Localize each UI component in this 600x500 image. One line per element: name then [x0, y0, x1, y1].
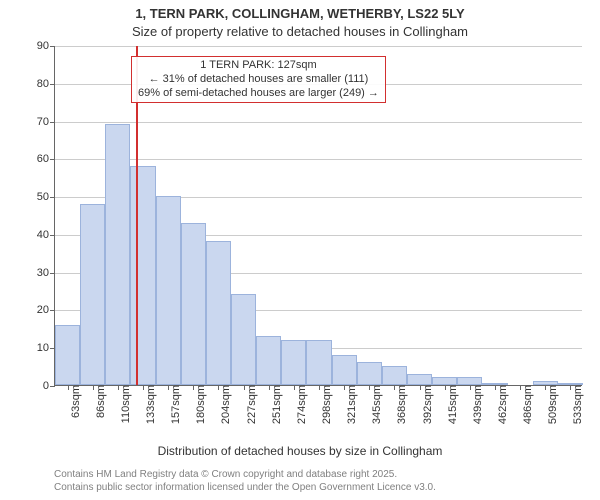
y-tick-label: 0 — [43, 380, 55, 392]
y-tick-label: 60 — [37, 153, 55, 165]
x-tick-label: 63sqm — [68, 385, 82, 418]
gridline — [55, 159, 582, 160]
credits-text: Contains HM Land Registry data © Crown c… — [54, 469, 436, 494]
x-tick-label: 486sqm — [520, 385, 534, 424]
y-tick-label: 70 — [37, 116, 55, 128]
x-tick-label: 86sqm — [93, 385, 107, 418]
x-axis-label: Distribution of detached houses by size … — [0, 444, 600, 458]
histogram-bar — [181, 223, 206, 385]
histogram-bar — [332, 355, 357, 385]
histogram-bar — [357, 362, 382, 385]
histogram-bar — [130, 166, 155, 385]
x-tick-label: 321sqm — [344, 385, 358, 424]
annotation-line: 1 TERN PARK: 127sqm — [138, 59, 379, 73]
x-tick-label: 298sqm — [319, 385, 333, 424]
histogram-bar — [105, 124, 130, 385]
credit-line-1: Contains HM Land Registry data © Crown c… — [54, 469, 436, 482]
x-tick-label: 392sqm — [420, 385, 434, 424]
histogram-bar — [206, 241, 231, 385]
chart-container: 1, TERN PARK, COLLINGHAM, WETHERBY, LS22… — [0, 0, 600, 500]
histogram-bar — [281, 340, 306, 385]
x-tick-label: 227sqm — [244, 385, 258, 424]
annotation-line: 69% of semi-detached houses are larger (… — [138, 87, 379, 101]
histogram-bar — [306, 340, 331, 385]
histogram-bar — [231, 294, 256, 385]
y-tick-label: 50 — [37, 191, 55, 203]
y-tick-label: 90 — [37, 40, 55, 52]
chart-title-line1: 1, TERN PARK, COLLINGHAM, WETHERBY, LS22… — [0, 6, 600, 21]
x-tick-label: 157sqm — [168, 385, 182, 424]
annotation-box: 1 TERN PARK: 127sqm← 31% of detached hou… — [131, 56, 386, 103]
gridline — [55, 122, 582, 123]
y-tick-label: 10 — [37, 342, 55, 354]
histogram-bar — [407, 374, 432, 385]
x-tick-label: 462sqm — [495, 385, 509, 424]
histogram-bar — [432, 377, 457, 385]
chart-title-line2: Size of property relative to detached ho… — [0, 24, 600, 39]
histogram-bar — [55, 325, 80, 385]
x-tick-label: 368sqm — [394, 385, 408, 424]
x-tick-label: 110sqm — [118, 385, 132, 423]
gridline — [55, 46, 582, 47]
y-tick-label: 80 — [37, 78, 55, 90]
annotation-line: ← 31% of detached houses are smaller (11… — [138, 73, 379, 87]
plot-area: 010203040506070809063sqm86sqm110sqm133sq… — [54, 46, 582, 386]
y-tick-label: 30 — [37, 267, 55, 279]
histogram-bar — [156, 196, 181, 385]
histogram-bar — [382, 366, 407, 385]
histogram-bar — [80, 204, 105, 385]
x-tick-label: 533sqm — [570, 385, 584, 424]
x-tick-label: 509sqm — [545, 385, 559, 424]
y-tick-label: 40 — [37, 229, 55, 241]
x-tick-label: 204sqm — [218, 385, 232, 424]
x-tick-label: 180sqm — [193, 385, 207, 424]
x-tick-label: 439sqm — [470, 385, 484, 424]
histogram-bar — [256, 336, 281, 385]
x-tick-label: 274sqm — [294, 385, 308, 424]
x-tick-label: 415sqm — [445, 385, 459, 424]
histogram-bar — [457, 377, 482, 385]
x-tick-label: 251sqm — [269, 385, 283, 424]
y-tick-label: 20 — [37, 304, 55, 316]
x-tick-label: 345sqm — [369, 385, 383, 424]
x-tick-label: 133sqm — [143, 385, 157, 424]
credit-line-2: Contains public sector information licen… — [54, 482, 436, 495]
